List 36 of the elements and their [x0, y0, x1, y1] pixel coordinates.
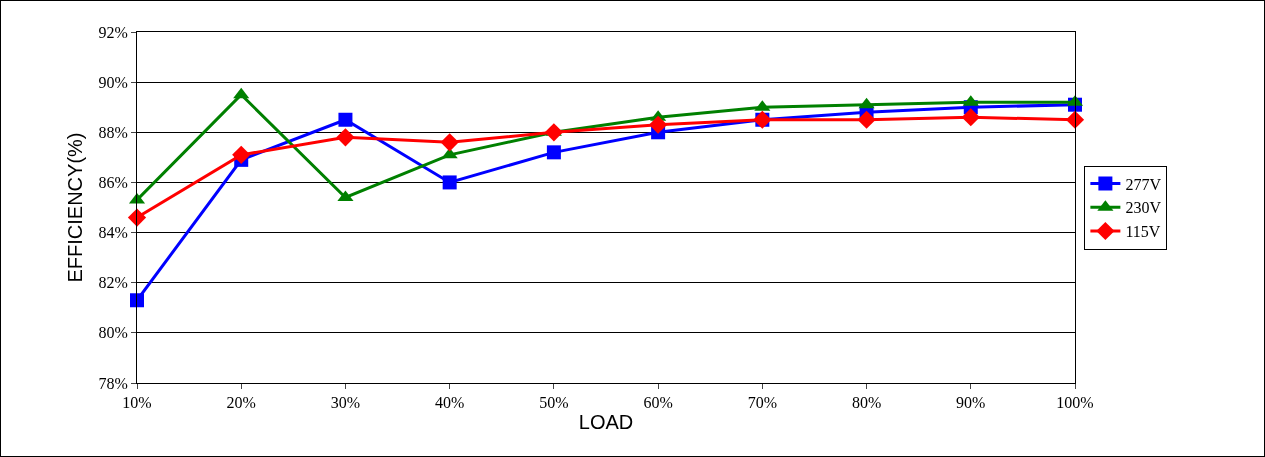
- y-tick-label: 90%: [98, 73, 128, 91]
- x-tick-label: 60%: [643, 394, 673, 412]
- point: [442, 175, 457, 190]
- x-tick-label: 100%: [1056, 394, 1094, 412]
- legend-label: 277V: [1125, 175, 1162, 193]
- legend-label: 230V: [1125, 199, 1162, 217]
- x-tick-label: 40%: [435, 394, 465, 412]
- point: [130, 293, 144, 308]
- x-tick-label: 80%: [851, 394, 882, 412]
- point: [233, 87, 250, 99]
- y-axis-title: EFFICIENCY(%): [63, 132, 86, 283]
- x-tick-label: 90%: [956, 394, 986, 412]
- y-tick-label: 86%: [98, 174, 128, 192]
- y-tick-label: 78%: [98, 374, 128, 392]
- point: [649, 115, 668, 134]
- legend-label: 115V: [1125, 223, 1161, 241]
- point: [961, 108, 980, 127]
- y-tick-label: 82%: [98, 274, 128, 292]
- y-tick-label: 84%: [98, 224, 128, 242]
- y-tick-label: 80%: [98, 324, 128, 342]
- point: [858, 97, 875, 109]
- y-tick-label: 88%: [98, 123, 128, 141]
- point: [546, 145, 561, 160]
- x-tick-label: 10%: [122, 394, 152, 412]
- point: [336, 128, 355, 147]
- x-axis-title: LOAD: [578, 410, 634, 433]
- point: [338, 112, 353, 127]
- y-tick-label: 92%: [98, 23, 128, 41]
- x-tick-label: 70%: [747, 394, 777, 412]
- x-tick-label: 30%: [330, 394, 361, 412]
- point: [440, 133, 459, 152]
- point: [232, 145, 251, 164]
- point: [544, 123, 563, 142]
- x-tick-label: 20%: [226, 394, 256, 412]
- x-tick-label: 50%: [539, 394, 569, 412]
- point: [857, 110, 876, 129]
